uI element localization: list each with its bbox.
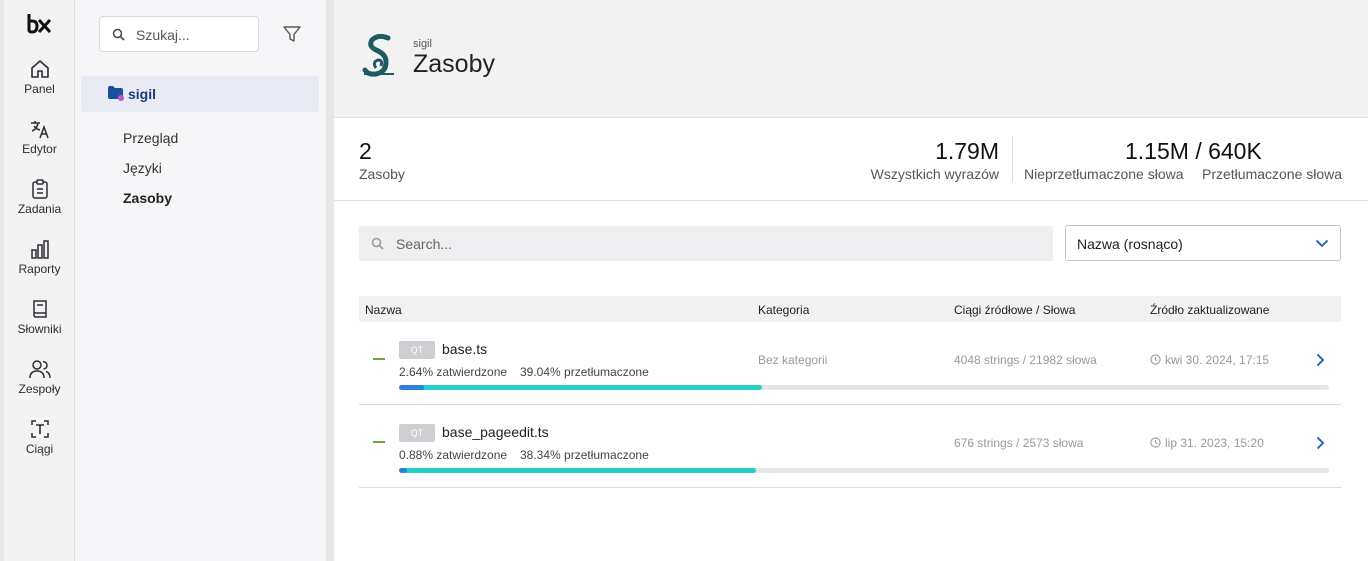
project-logo <box>362 34 394 77</box>
rail-item-label: Słowniki <box>17 322 62 336</box>
updated-date: kwi 30. 2024, 17:15 <box>1165 353 1270 367</box>
resources-count: 2 <box>359 138 372 164</box>
sort-select[interactable]: Nazwa (rosnąco) <box>1065 225 1341 261</box>
total-words: 1.79M <box>935 138 999 164</box>
text-string-icon <box>30 420 49 438</box>
translated-label: Przetłumaczone słowa <box>1202 166 1343 182</box>
column-header-strings[interactable]: Ciągi źródłowe / Słowa <box>954 303 1076 317</box>
translated-progress <box>399 468 756 473</box>
chevron-right-icon[interactable] <box>1316 353 1325 367</box>
status-dash <box>373 358 385 360</box>
search-icon <box>371 237 384 250</box>
resources-search-input[interactable]: Search... <box>359 226 1053 261</box>
project-name: sigil <box>128 86 157 102</box>
rail-item-ciagi[interactable]: Ciągi <box>4 418 75 456</box>
clock-icon <box>1150 354 1161 365</box>
approved-stat: 2.64% zatwierdzone <box>399 365 508 379</box>
table-header: Nazwa Kategoria Ciągi źródłowe / Słowa Ź… <box>359 296 1341 322</box>
sort-value: Nazwa (rosnąco) <box>1077 236 1183 252</box>
approved-progress <box>399 385 424 390</box>
resource-name[interactable]: base_pageedit.ts <box>442 424 549 440</box>
column-header-category[interactable]: Kategoria <box>758 303 810 317</box>
rail-item-edytor[interactable]: Edytor <box>4 118 75 156</box>
format-badge: QT <box>399 341 435 359</box>
total-words-label: Wszystkich wyrazów <box>870 166 999 182</box>
approved-stat: 0.88% zatwierdzone <box>399 448 508 462</box>
resource-strings: 4048 strings / 21982 słowa <box>954 353 1097 367</box>
progress-bar <box>399 385 1329 390</box>
app-logo[interactable] <box>26 12 54 34</box>
approved-progress <box>399 468 408 473</box>
rail-item-label: Raporty <box>18 262 61 276</box>
sidebar-search-input[interactable]: Szukaj... <box>99 16 259 52</box>
bar-chart-icon <box>30 240 49 259</box>
filter-icon[interactable] <box>283 25 301 43</box>
progress-bar <box>399 468 1329 473</box>
rail-item-label: Ciągi <box>25 442 54 456</box>
resource-strings: 676 strings / 2573 słowa <box>954 436 1084 450</box>
translated-stat: 39.04% przetłumaczone <box>520 365 649 379</box>
rail-item-raporty[interactable]: Raporty <box>4 238 75 276</box>
sidebar-divider[interactable] <box>326 0 334 561</box>
rail-item-slowniki[interactable]: Słowniki <box>4 298 75 336</box>
sidebar-item-jezyki[interactable]: Języki <box>123 160 162 176</box>
table-row[interactable]: QT base.ts 2.64% zatwierdzone 39.04% prz… <box>359 322 1341 405</box>
chevron-down-icon <box>1315 239 1329 248</box>
rail-item-label: Edytor <box>22 142 57 156</box>
clock-icon <box>1150 437 1161 448</box>
rail-item-zespoly[interactable]: Zespoły <box>4 358 75 396</box>
resources-label: Zasoby <box>359 166 405 182</box>
sidebar-search-placeholder: Szukaj... <box>136 27 190 43</box>
status-dash <box>373 441 385 443</box>
format-badge: QT <box>399 424 435 442</box>
translated-progress <box>399 385 763 390</box>
search-placeholder: Search... <box>396 236 453 252</box>
page-title: Zasoby <box>413 50 495 78</box>
sidebar-item-zasoby[interactable]: Zasoby <box>123 190 173 206</box>
resource-name[interactable]: base.ts <box>442 341 488 357</box>
main-content: sigil Zasoby 2 Zasoby 1.79M Wszystkich w… <box>334 0 1368 561</box>
users-icon <box>28 360 51 379</box>
column-header-updated[interactable]: Źródło zaktualizowane <box>1150 303 1270 317</box>
untranslated-translated-words: 1.15M / 640K <box>1125 138 1262 164</box>
rail-item-panel[interactable]: Panel <box>4 58 75 96</box>
stats-divider <box>1012 136 1013 182</box>
sidebar-project-sigil[interactable]: sigil <box>81 76 319 112</box>
project-sidebar: Szukaj... sigil Przegląd Języki Zasoby <box>75 0 326 561</box>
rail-item-label: Zadania <box>17 202 62 216</box>
page-header: sigil Zasoby <box>334 0 1368 118</box>
search-icon <box>112 28 125 41</box>
icon-rail: Panel Edytor Zadania Raporty Słowniki Ze… <box>0 0 75 561</box>
project-label: sigil <box>413 38 432 50</box>
clipboard-icon <box>31 179 48 199</box>
home-icon <box>30 60 49 78</box>
sidebar-item-przeglad[interactable]: Przegląd <box>123 130 179 146</box>
translated-stat: 38.34% przetłumaczone <box>520 448 649 462</box>
rail-item-zadania[interactable]: Zadania <box>4 178 75 216</box>
table-row[interactable]: QT base_pageedit.ts 0.88% zatwierdzone 3… <box>359 405 1341 488</box>
rail-item-label: Panel <box>24 82 55 96</box>
rail-item-label: Zespoły <box>18 382 61 396</box>
chevron-right-icon[interactable] <box>1316 436 1325 450</box>
resource-category: Bez kategorii <box>758 353 828 367</box>
untranslated-label: Nieprzetłumaczone słowa <box>1024 166 1184 182</box>
book-icon <box>32 300 47 318</box>
folder-icon <box>108 86 124 101</box>
updated-date: lip 31. 2023, 15:20 <box>1165 436 1264 450</box>
stats-bar: 2 Zasoby 1.79M Wszystkich wyrazów 1.15M … <box>334 118 1368 201</box>
translate-icon <box>30 121 49 139</box>
column-header-name[interactable]: Nazwa <box>365 303 402 317</box>
